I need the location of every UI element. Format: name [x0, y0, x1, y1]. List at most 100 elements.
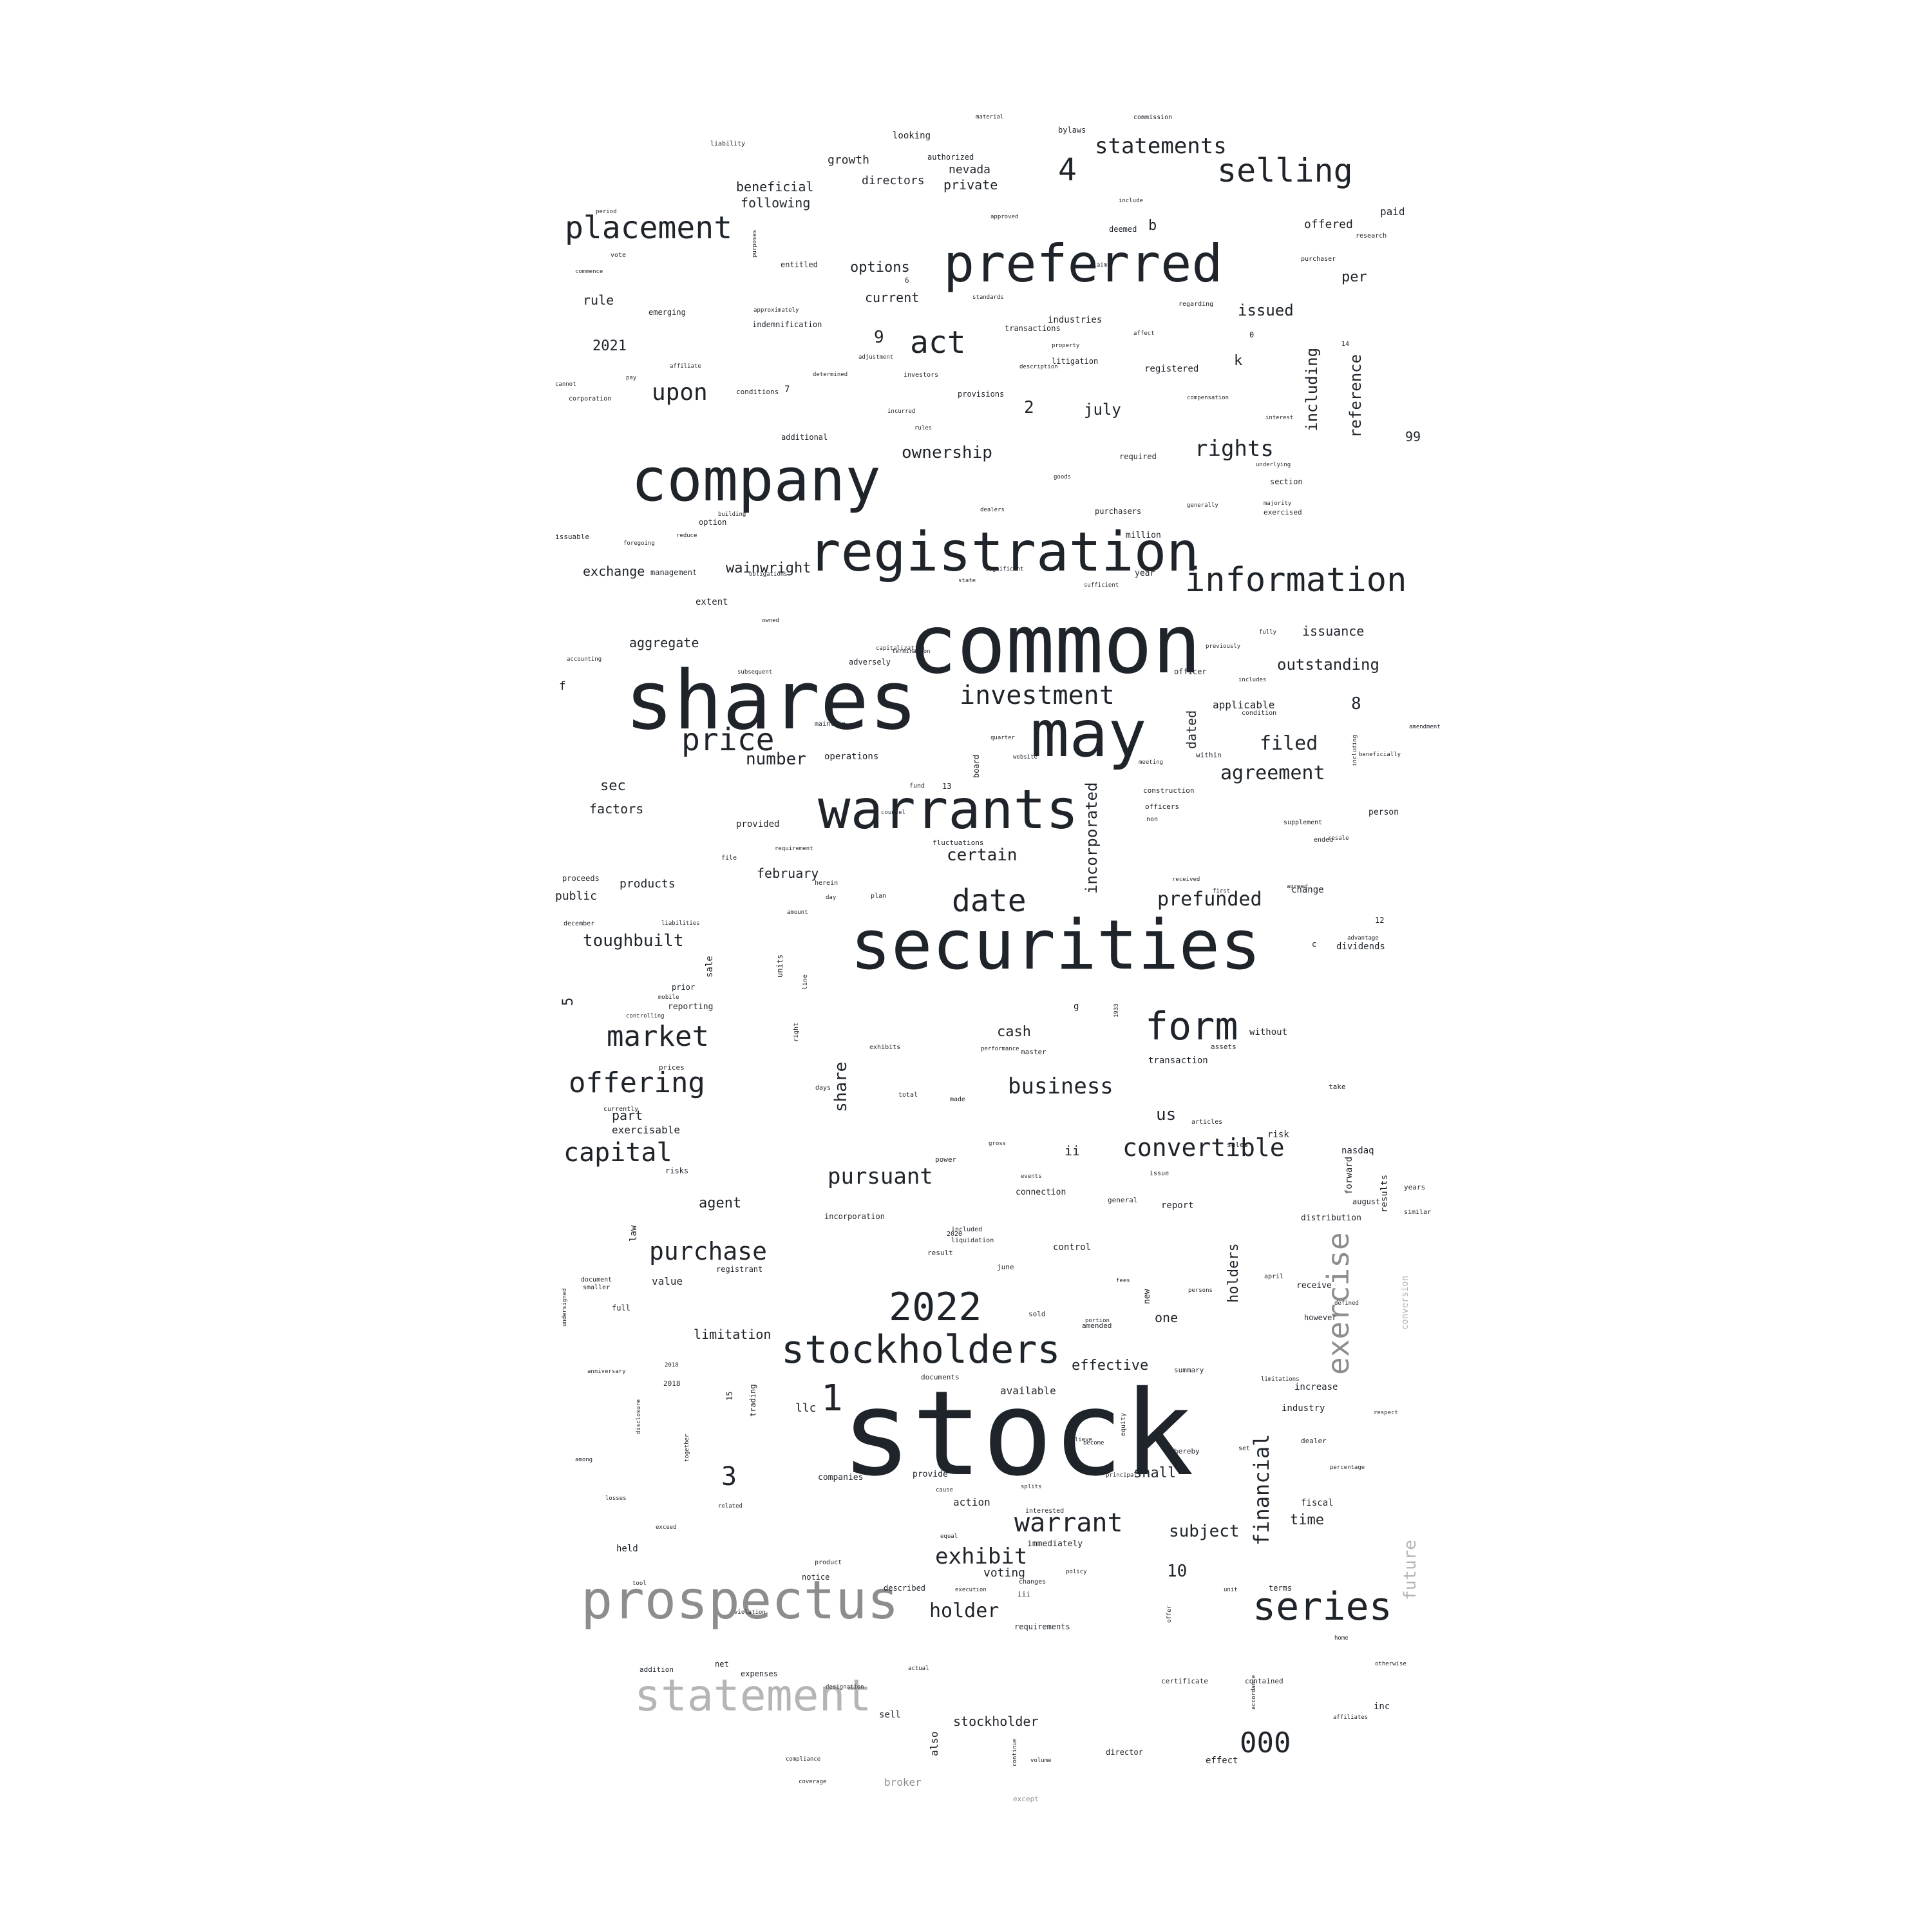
word: convertible [1122, 1133, 1285, 1162]
word: 000 [1240, 1727, 1291, 1759]
word: maintain [815, 721, 846, 728]
word: transaction [1148, 1056, 1208, 1066]
word: market [607, 1020, 709, 1053]
word: anniversary [587, 1368, 626, 1375]
word: made [950, 1096, 966, 1103]
word: transactions [1005, 324, 1061, 333]
word: corporation [569, 395, 612, 402]
word: reporting [668, 1002, 714, 1012]
word: trading [748, 1384, 757, 1417]
word: compensation [1187, 395, 1229, 401]
word: purposes [752, 229, 758, 258]
word: meeting [1139, 759, 1163, 766]
word: risks [665, 1166, 689, 1175]
word: including [1303, 347, 1321, 431]
word: exhibits [869, 1044, 901, 1051]
word: c [1312, 940, 1317, 949]
word: factors [589, 801, 644, 817]
word: result [927, 1249, 953, 1257]
word: exercised [1264, 508, 1302, 516]
word: outstanding [1277, 656, 1379, 674]
word: prior [672, 983, 696, 992]
word: equity [1120, 1412, 1127, 1436]
word: quarter [990, 735, 1015, 741]
word: generally [1187, 502, 1218, 509]
word: capitalization [876, 645, 925, 652]
word: selling [1217, 152, 1353, 189]
word: expenses [741, 1669, 778, 1678]
word: common [908, 597, 1202, 692]
word: g [1074, 1001, 1079, 1012]
word: obligations [749, 571, 788, 578]
word: principal [1106, 1472, 1137, 1479]
word: part [612, 1108, 643, 1123]
word: statements [1095, 133, 1227, 159]
word: coverage [799, 1779, 827, 1785]
word: similar [1404, 1209, 1432, 1216]
word: description [1019, 364, 1058, 370]
word: iii [1018, 1590, 1030, 1598]
word: fully [1259, 629, 1277, 636]
word: limitations [1261, 1376, 1300, 1383]
word: current [865, 290, 920, 305]
word: financial [1249, 1434, 1274, 1546]
word: issuable [555, 533, 589, 541]
word: fiscal [1301, 1498, 1334, 1508]
word: k [1234, 353, 1243, 369]
word: offered [1304, 218, 1353, 231]
word: 15 [725, 1391, 734, 1401]
word: document [581, 1276, 612, 1283]
word: state [958, 578, 976, 584]
word: investors [904, 372, 939, 379]
word: days [815, 1084, 831, 1092]
word: applicable [1213, 699, 1275, 711]
word: described [884, 1584, 926, 1593]
word: act [910, 325, 966, 361]
word: 2020 [947, 1231, 963, 1238]
word: full [612, 1303, 630, 1312]
word: liability [710, 140, 746, 147]
word: distribution [1301, 1213, 1361, 1223]
word: unit [1224, 1587, 1238, 1593]
word: preferred [943, 234, 1223, 294]
word: set [1238, 1445, 1251, 1452]
word: termination [892, 649, 931, 655]
word: 8 [1351, 694, 1361, 714]
word: issue [1150, 1170, 1170, 1177]
word: companies [818, 1473, 864, 1482]
word: required [1119, 452, 1157, 461]
word: holders [1226, 1243, 1242, 1303]
word: june [997, 1263, 1014, 1271]
word: portion [1085, 1318, 1110, 1324]
word: 2022 [889, 1285, 982, 1330]
word: continue [1012, 1738, 1018, 1766]
word: new [1142, 1289, 1152, 1304]
word: voting [983, 1566, 1026, 1580]
word: tool [632, 1580, 647, 1587]
word: pursuant [828, 1164, 933, 1189]
word: including [1352, 735, 1358, 766]
word: additional [781, 433, 828, 442]
word: cause [936, 1487, 954, 1493]
word: 5 [560, 997, 576, 1006]
word: liquidation [951, 1237, 994, 1244]
word: 9 [874, 328, 884, 347]
word: 2 [1024, 398, 1034, 417]
word: approved [990, 214, 1019, 220]
word: addition [639, 1665, 674, 1674]
word: reduce [676, 533, 697, 539]
word: performance [981, 1046, 1019, 1052]
word: exchange [583, 564, 645, 579]
word: broker [884, 1776, 922, 1788]
word: looking [893, 131, 931, 141]
word: exceed [656, 1524, 677, 1531]
word: conversion [1400, 1275, 1410, 1330]
word: sell [879, 1710, 901, 1720]
word: offer [1166, 1605, 1173, 1623]
word: majority [1264, 500, 1292, 507]
word: information [1185, 561, 1407, 600]
word: approximately [753, 307, 799, 314]
word: owned [762, 618, 780, 624]
word: operations [824, 752, 879, 762]
